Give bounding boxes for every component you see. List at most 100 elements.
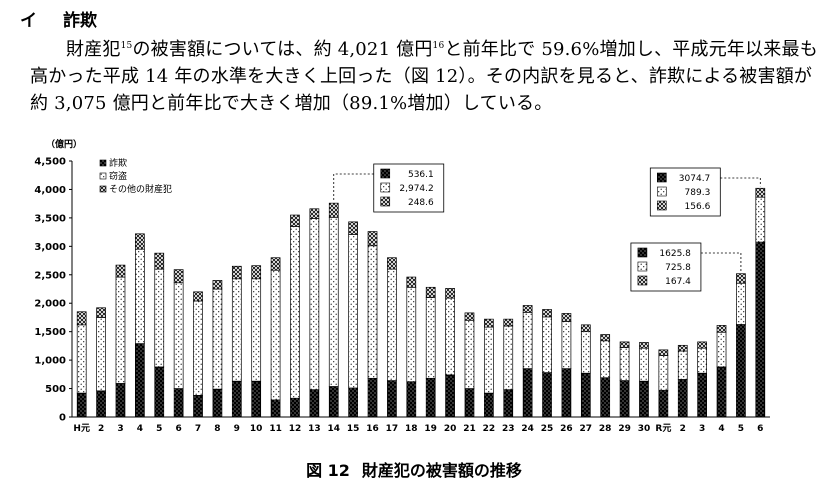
y-tick-label: 1,000 xyxy=(34,356,66,367)
footnote-ref[interactable]: 15 xyxy=(120,41,133,51)
bar-segment xyxy=(328,216,339,387)
x-tick-label: 21 xyxy=(463,424,476,434)
chart-callouts: 536.1 2,974.2 248.6 1625.8 725.8 167.4 3074.7 7… xyxy=(333,163,761,292)
bar-segment xyxy=(425,377,436,418)
callout-leader xyxy=(700,252,742,272)
bar-segment xyxy=(251,265,262,280)
callout-swatch xyxy=(380,168,391,179)
x-tick-label: 18 xyxy=(405,424,418,434)
bar-segment xyxy=(697,347,707,374)
x-tick-label: 10 xyxy=(250,424,263,434)
bar-segment xyxy=(367,245,378,379)
bar-segment xyxy=(154,366,165,418)
text-run: の被害額については、約 4,021 億円 xyxy=(132,39,433,60)
bar-segment xyxy=(76,392,87,418)
bar-segment xyxy=(580,324,591,333)
callout-swatch xyxy=(657,200,667,211)
x-tick-label: 27 xyxy=(580,424,593,434)
bar-segment xyxy=(503,318,514,327)
x-tick-label: 11 xyxy=(269,424,282,434)
x-tick-label: 24 xyxy=(521,424,534,434)
x-tick-label: 2 xyxy=(98,424,104,434)
bar-segment xyxy=(639,380,649,418)
y-tick-label: 500 xyxy=(45,384,66,395)
x-tick-label: 14 xyxy=(327,424,340,434)
bar-segment xyxy=(561,368,572,418)
x-tick-label: 22 xyxy=(483,424,496,434)
callout-value: 167.4 xyxy=(665,277,691,287)
section-heading: イ 詐欺 xyxy=(20,6,97,31)
x-tick-label: 9 xyxy=(234,424,240,434)
x-tick-label: 20 xyxy=(444,424,457,434)
x-tick-label: 4 xyxy=(718,424,724,434)
bar-segment xyxy=(484,392,494,418)
y-axis-unit: （億円） xyxy=(46,138,82,150)
bar-segment xyxy=(619,347,630,381)
bar-segment xyxy=(639,347,649,382)
bar-segment xyxy=(755,187,766,198)
bar-segment xyxy=(542,309,552,318)
bar-segment xyxy=(561,313,572,322)
y-tick-label: 4,000 xyxy=(34,185,66,196)
bar-segment xyxy=(173,269,184,284)
legend-swatch xyxy=(99,159,107,167)
bar-segment xyxy=(522,305,533,313)
bar-segment xyxy=(503,325,514,391)
bar-segment xyxy=(716,366,727,418)
bar-segment xyxy=(445,288,455,299)
bar-segment xyxy=(464,319,475,389)
bar-segment xyxy=(619,341,630,348)
bar-segment xyxy=(173,282,184,389)
bar-segment xyxy=(542,372,552,418)
bar-segment xyxy=(348,234,358,389)
y-tick-label: 2,000 xyxy=(34,299,66,310)
bar-segment xyxy=(328,202,339,218)
footnote-ref[interactable]: 16 xyxy=(432,41,445,51)
bar-segment xyxy=(212,388,223,418)
callout-value: 248.6 xyxy=(408,198,434,208)
bar-segment xyxy=(231,380,242,418)
x-tick-label: 4 xyxy=(137,424,143,434)
x-tick-label: 6 xyxy=(176,424,182,434)
text-run: 財産犯 xyxy=(66,39,121,60)
bar-segment xyxy=(716,325,727,333)
x-tick-label: 8 xyxy=(214,424,220,434)
bar-segment xyxy=(290,214,300,227)
x-tick-label: 13 xyxy=(308,424,321,434)
bar-segment xyxy=(212,280,223,290)
bar-segment xyxy=(367,377,378,418)
bar-segment xyxy=(677,379,688,418)
bar-segment xyxy=(115,383,126,418)
bar-segment xyxy=(193,395,203,418)
callout-value: 2,974.2 xyxy=(399,184,433,194)
bar-segment xyxy=(348,387,358,418)
callout-swatch xyxy=(380,182,391,193)
callout-swatch xyxy=(637,261,648,272)
x-tick-label: 30 xyxy=(638,424,651,434)
bar-segment xyxy=(231,265,242,280)
bar-segment xyxy=(251,380,262,418)
x-tick-label: 16 xyxy=(366,424,379,434)
callout-swatch xyxy=(380,196,391,207)
figure-caption: 図 12 財産犯の被害額の推移 xyxy=(0,457,828,481)
bar-segment xyxy=(639,342,649,349)
bar-segment xyxy=(600,334,611,342)
bar-segment xyxy=(619,380,630,418)
bar-segment xyxy=(445,374,455,418)
paragraph-text: 財産犯15の被害額については、約 4,021 億円16と前年比で 59.6%増加… xyxy=(30,36,822,117)
bar-segment xyxy=(96,390,106,418)
bar-segment xyxy=(522,368,533,418)
x-tick-label: 15 xyxy=(347,424,360,434)
bar-segment xyxy=(406,381,417,418)
bar-segment xyxy=(193,291,203,302)
bar-segment xyxy=(173,388,184,418)
bar-segment xyxy=(270,269,281,401)
bar-segment xyxy=(212,288,223,390)
bar-segment xyxy=(561,321,572,369)
bar-segment xyxy=(658,349,669,356)
bar-segment xyxy=(251,278,262,382)
section-title: 詐欺 xyxy=(63,11,97,31)
bar-segment xyxy=(367,231,378,247)
callout-swatch xyxy=(637,247,648,258)
